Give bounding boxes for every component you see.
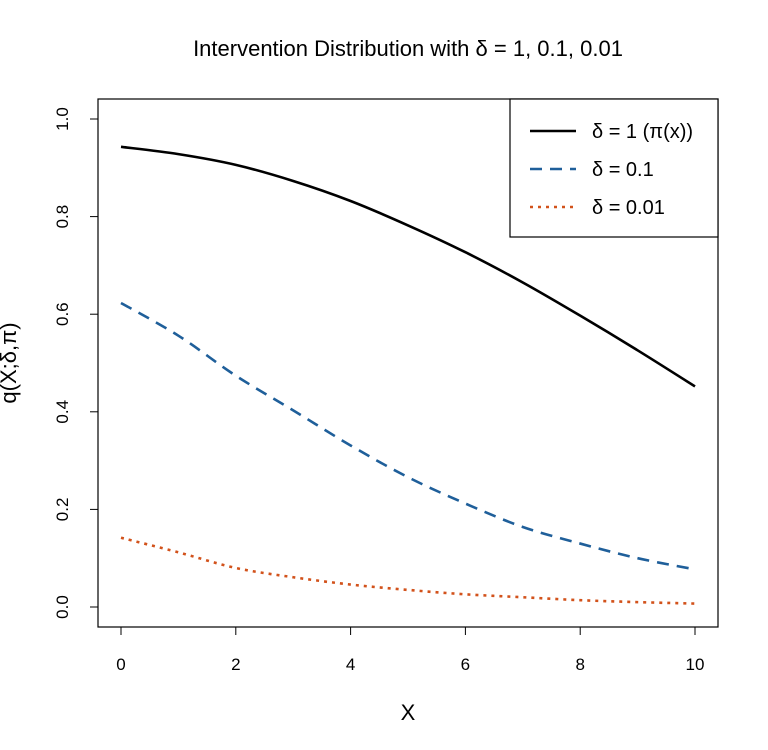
- x-tick-label: 8: [575, 655, 584, 674]
- x-tick-label: 2: [231, 655, 240, 674]
- legend: δ = 1 (π(x)) δ = 0.1 δ = 0.01: [509, 98, 719, 238]
- legend-label: δ = 0.1: [592, 159, 654, 181]
- y-tick-label: 1.0: [53, 107, 72, 131]
- series-line-2: [120, 536, 696, 605]
- series-line-1: [120, 301, 696, 571]
- series-line-0: [120, 145, 696, 388]
- legend-label: δ = 1 (π(x)): [592, 121, 693, 143]
- legend-box: [509, 98, 719, 238]
- y-tick-label: 0.6: [53, 302, 72, 326]
- y-tick-label: 0.2: [53, 498, 72, 522]
- legend-label: δ = 0.01: [592, 197, 665, 219]
- axes: 0 2 4 6 8 10 0.0 0.2 0.4 0.6 0.8 1.0: [53, 107, 704, 674]
- x-tick-label: 6: [461, 655, 470, 674]
- y-tick-label: 0.4: [53, 400, 72, 424]
- x-tick-label: 0: [116, 655, 125, 674]
- x-axis-label: X: [401, 700, 416, 725]
- x-tick-label: 10: [686, 655, 705, 674]
- chart-title: Intervention Distribution with δ = 1, 0.…: [193, 36, 623, 61]
- series-lines: [120, 145, 696, 605]
- x-tick-label: 4: [346, 655, 355, 674]
- y-tick-label: 0.8: [53, 205, 72, 229]
- y-tick-label: 0.0: [53, 595, 72, 619]
- y-axis-label: q(X;δ,π): [0, 322, 21, 403]
